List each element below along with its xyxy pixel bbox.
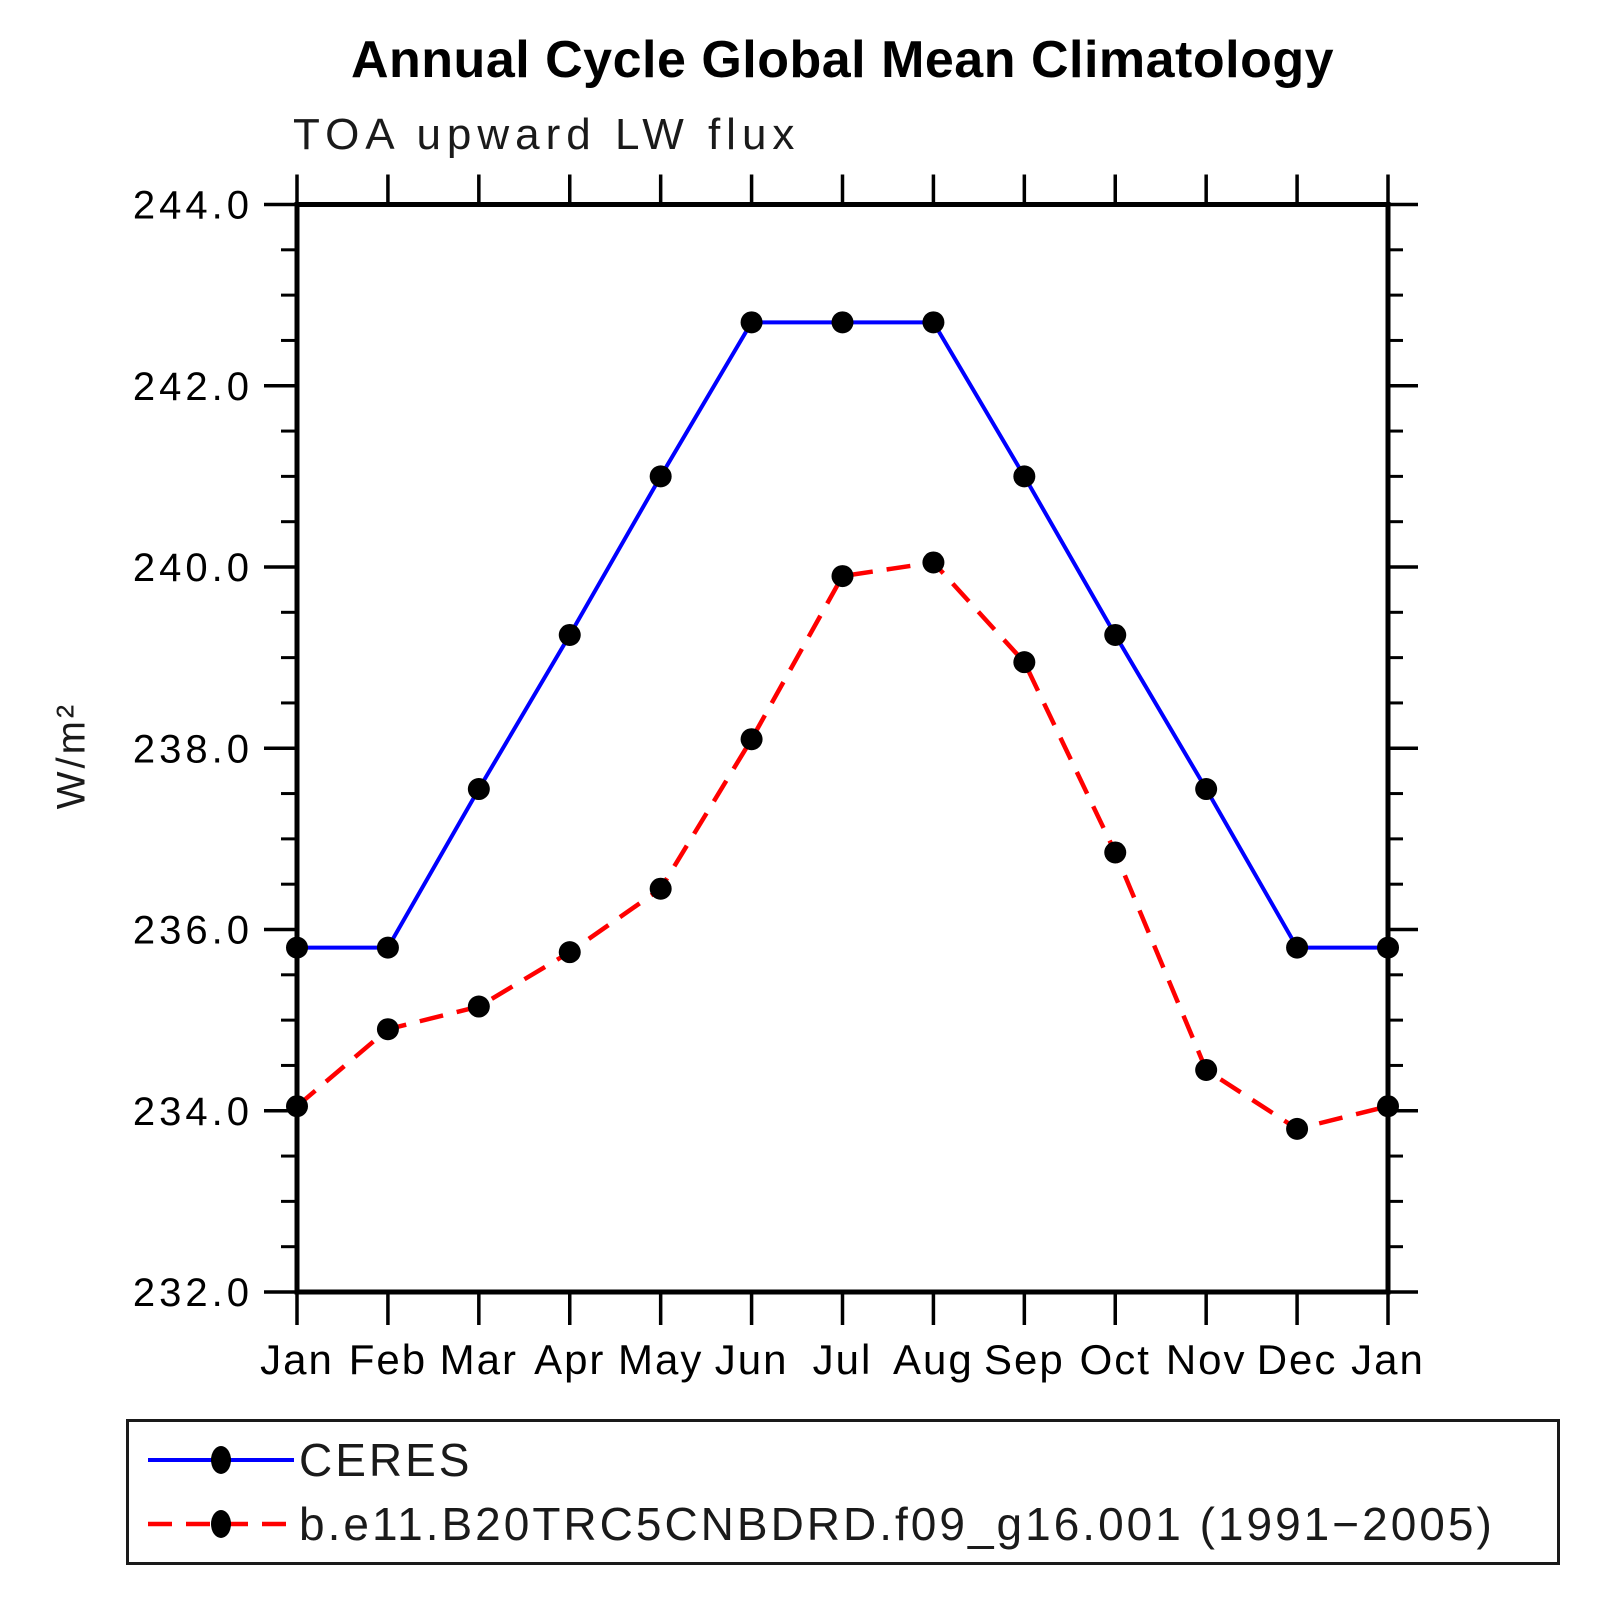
- y-tick-label: 242.0: [133, 365, 253, 409]
- x-tick-label: Jan: [260, 1336, 334, 1383]
- legend-marker-model: [211, 1510, 231, 1538]
- model-marker-4: [649, 877, 672, 900]
- ceres-marker-6: [831, 311, 854, 334]
- model-marker-9: [1104, 841, 1127, 864]
- model-marker-0: [286, 1095, 308, 1118]
- model-marker-3: [558, 941, 581, 964]
- plot-border: [294, 202, 1391, 1295]
- ceres-marker-0: [286, 936, 308, 959]
- chart-title: Annual Cycle Global Mean Climatology: [350, 31, 1335, 89]
- legend-item-ceres: CERES: [145, 1432, 1557, 1488]
- y-tick-label: 240.0: [133, 546, 253, 590]
- model-marker-11: [1286, 1117, 1309, 1140]
- ceres-marker-2: [467, 778, 490, 801]
- model-marker-10: [1195, 1058, 1218, 1081]
- ceres-line: [297, 320, 1388, 950]
- x-tick-label: Nov: [1166, 1336, 1247, 1383]
- legend-label-model: b.e11.B20TRC5CNBDRD.f09_g16.001 (1991−20…: [299, 1498, 1495, 1550]
- legend-sample-model: [148, 1510, 294, 1538]
- ceres-marker-9: [1104, 623, 1127, 646]
- x-tick-label: Mar: [440, 1336, 518, 1383]
- x-tick-label: Sep: [984, 1336, 1065, 1383]
- ceres-marker-10: [1195, 778, 1218, 801]
- legend: CERES b.e11.B20TRC5CNBDRD.f09_g16.001 (1…: [126, 1419, 1560, 1565]
- legend-marker-ceres: [211, 1446, 231, 1474]
- y-tick-label: 244.0: [133, 184, 253, 228]
- y-tick-label: 234.0: [133, 1090, 253, 1134]
- model-marker-6: [831, 565, 854, 588]
- ceres-marker-1: [376, 936, 399, 959]
- chart-subtitle: TOA upward LW flux: [293, 110, 801, 159]
- model-marker-7: [922, 551, 945, 574]
- x-tick-label: May: [618, 1336, 703, 1383]
- ceres-marker-4: [649, 465, 672, 488]
- ceres-marker-12: [1377, 936, 1399, 959]
- model-marker-12: [1377, 1095, 1399, 1118]
- x-tick-label: Apr: [534, 1336, 605, 1383]
- x-tick-label: Jan: [1351, 1336, 1425, 1383]
- y-tick-label: 232.0: [133, 1271, 253, 1315]
- legend-label-ceres: CERES: [299, 1434, 473, 1486]
- x-tick-label: Feb: [349, 1336, 427, 1383]
- model-marker-5: [740, 728, 763, 751]
- x-tick-label: Oct: [1080, 1336, 1151, 1383]
- ceres-marker-7: [922, 311, 945, 334]
- y-tick-label: 236.0: [133, 909, 253, 953]
- x-tick-label: Jul: [813, 1336, 873, 1383]
- model-marker-1: [376, 1018, 399, 1041]
- legend-item-model: b.e11.B20TRC5CNBDRD.f09_g16.001 (1991−20…: [145, 1496, 1557, 1552]
- y-tick-label: 238.0: [133, 727, 253, 771]
- x-tick-label: Dec: [1257, 1336, 1338, 1383]
- x-tick-label: Aug: [893, 1336, 974, 1383]
- ceres-marker-8: [1013, 465, 1036, 488]
- legend-sample-ceres: [148, 1446, 294, 1474]
- ceres-marker-3: [558, 623, 581, 646]
- model-marker-2: [467, 995, 490, 1018]
- ceres-marker-5: [740, 311, 763, 334]
- model-line: [295, 560, 1389, 1132]
- x-tick-label: Jun: [715, 1336, 789, 1383]
- model-marker-8: [1013, 651, 1036, 674]
- ceres-marker-11: [1286, 936, 1309, 959]
